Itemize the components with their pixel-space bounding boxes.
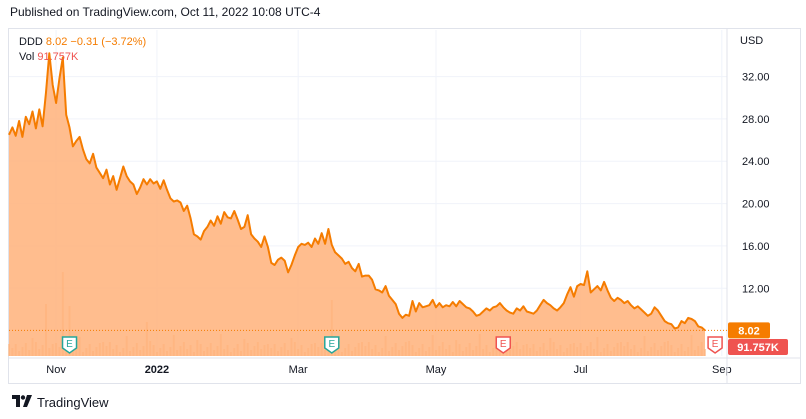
earnings-marker[interactable]: E [495, 336, 512, 354]
earnings-marker-label: E [66, 339, 73, 350]
chart-legend: DDD 8.02 −0.31 (−3.72%) Vol 91.757K [19, 35, 146, 65]
price-area [9, 53, 705, 357]
earnings-marker-label: E [500, 339, 507, 350]
earnings-marker[interactable]: E [707, 336, 723, 354]
x-tick-label: May [426, 364, 447, 376]
y-tick-label: 12.00 [742, 283, 770, 295]
volume-tag-text: 91.757K [737, 342, 779, 354]
x-tick-label: Nov [46, 364, 66, 376]
legend-change: −0.31 (−3.72%) [70, 36, 147, 48]
published-caption: Published on TradingView.com, Oct 11, 20… [10, 5, 321, 19]
x-tick-label: Jul [574, 364, 588, 376]
currency-label: USD [740, 35, 764, 47]
x-tick-label: 2022 [145, 364, 169, 376]
legend-last-price: 8.02 [45, 36, 68, 48]
earnings-marker-label: E [712, 339, 719, 350]
x-tick-label: Mar [289, 364, 308, 376]
legend-vol-label: Vol [19, 51, 35, 63]
last-price-tag [728, 322, 770, 339]
earnings-marker[interactable]: E [324, 336, 340, 354]
price-line [8, 52, 706, 332]
earnings-marker-label: E [328, 339, 335, 350]
earnings-marker[interactable]: E [61, 336, 78, 354]
y-tick-label: 20.00 [742, 199, 770, 211]
y-tick-label: 24.00 [742, 156, 770, 168]
x-tick-label: Sep [712, 364, 732, 376]
chart-frame [8, 28, 801, 384]
legend-vol-value: 91.757K [37, 51, 79, 63]
y-tick-label: 28.00 [742, 114, 770, 126]
tradingview-brand[interactable]: TradingView [12, 395, 109, 410]
last-price-tag-text: 8.02 [738, 325, 759, 337]
y-tick-label: 32.00 [742, 72, 770, 84]
tradingview-brand-text: TradingView [37, 395, 109, 410]
volume-tag [728, 339, 788, 355]
y-tick-label: 16.00 [742, 241, 770, 253]
tradingview-logo-icon [12, 395, 32, 410]
legend-symbol[interactable]: DDD [19, 36, 43, 48]
